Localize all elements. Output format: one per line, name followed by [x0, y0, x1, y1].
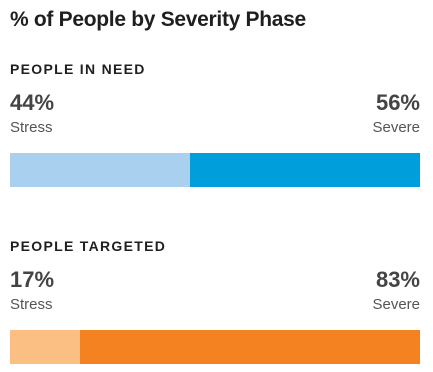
severe-category-label: Severe	[372, 296, 420, 313]
stress-percent-label: 17%	[10, 267, 55, 292]
stacked-bar	[10, 330, 420, 364]
people-in-need-chart: PEOPLE IN NEED 44% Stress 56% Severe	[10, 60, 420, 187]
people-targeted-chart: PEOPLE TARGETED 17% Stress 83% Severe	[10, 237, 420, 364]
section-label-people-targeted: PEOPLE TARGETED	[10, 238, 167, 254]
stress-category-label: Stress	[10, 296, 53, 313]
severe-bar-segment	[190, 153, 420, 187]
stress-bar-segment	[10, 330, 80, 364]
severe-bar-segment	[79, 330, 420, 364]
severe-percent-label: 83%	[375, 267, 420, 292]
severe-category-label: Severe	[372, 119, 420, 136]
value-row: 44% Stress 56% Severe	[10, 90, 420, 150]
chart-title: % of People by Severity Phase	[10, 8, 306, 31]
stress-percent-label: 44%	[10, 90, 55, 115]
stress-category-label: Stress	[10, 119, 53, 136]
section-label-people-in-need: PEOPLE IN NEED	[10, 61, 146, 77]
stacked-bar	[10, 153, 420, 187]
value-row: 17% Stress 83% Severe	[10, 267, 420, 327]
stress-bar-segment	[10, 153, 191, 187]
severe-percent-label: 56%	[375, 90, 420, 115]
